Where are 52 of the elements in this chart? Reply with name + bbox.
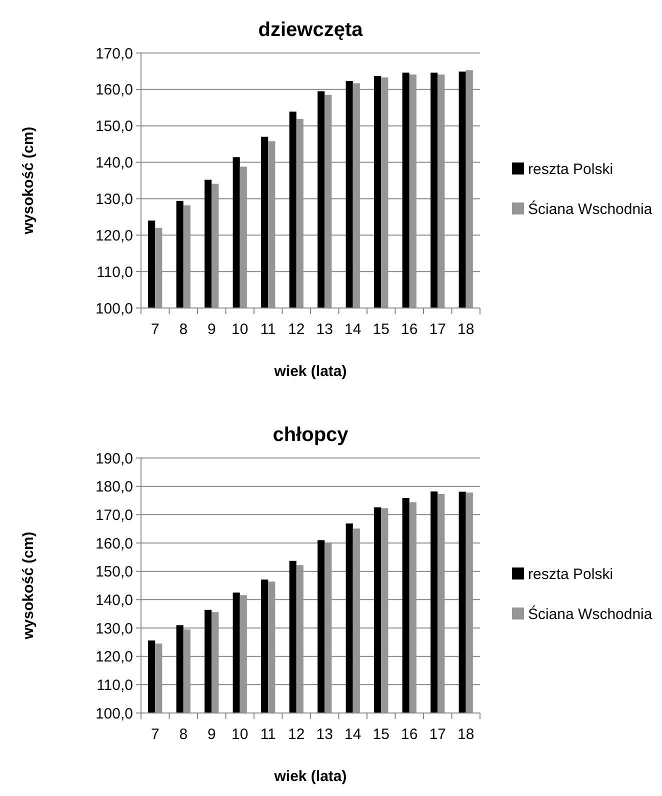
x-tick-label: 17	[429, 321, 446, 338]
x-tick-label: 15	[372, 321, 390, 338]
x-tick-label: 14	[344, 726, 362, 743]
y-tick-label: 160,0	[95, 82, 133, 99]
x-tick-label: 15	[372, 726, 390, 743]
x-tick-label: 18	[458, 321, 474, 338]
y-tick-label: 190,0	[95, 450, 133, 468]
y-tick-label: 120,0	[95, 648, 133, 666]
legend-label: Ściana Wschodnia	[528, 200, 653, 218]
y-tick-label: 180,0	[95, 478, 133, 496]
x-tick-label: 10	[232, 726, 248, 743]
y-tick-label: 100,0	[95, 705, 133, 722]
y-tick-label: 120,0	[95, 227, 133, 244]
y-tick-label: 150,0	[95, 564, 133, 581]
y-tick-label: 140,0	[95, 592, 133, 609]
x-tick-label: 8	[179, 726, 188, 743]
chart-title: chłopcy	[272, 424, 350, 446]
x-tick-label: 11	[260, 726, 276, 743]
legend-label: Ściana Wschodnia	[528, 604, 653, 623]
x-tick-label: 16	[401, 321, 418, 338]
y-tick-label: 150,0	[95, 118, 133, 136]
x-axis-title: wiek (lata)	[273, 768, 347, 785]
x-tick-label: 9	[207, 726, 216, 743]
chart-title: dziewczęta	[258, 19, 364, 41]
y-tick-label: 130,0	[95, 620, 133, 638]
x-axis-title: wiek (lata)	[273, 363, 347, 380]
y-axis-title: wysokość (cm)	[20, 126, 37, 236]
x-tick-label: 18	[458, 726, 474, 743]
x-tick-label: 17	[429, 726, 446, 743]
x-tick-label: 12	[288, 321, 305, 338]
legend-label: reszta Polski	[528, 566, 614, 583]
x-tick-label: 16	[401, 726, 418, 743]
y-tick-label: 170,0	[95, 506, 133, 524]
x-tick-label: 9	[207, 321, 216, 338]
x-tick-label: 12	[288, 726, 305, 743]
x-tick-label: 14	[344, 321, 362, 338]
y-tick-label: 170,0	[95, 45, 133, 62]
x-tick-label: 11	[260, 321, 276, 338]
legend-label: reszta Polski	[528, 160, 614, 178]
y-tick-label: 110,0	[96, 264, 133, 281]
y-tick-label: 160,0	[95, 535, 133, 552]
x-tick-label: 13	[316, 321, 333, 338]
x-tick-label: 7	[150, 726, 160, 743]
y-tick-label: 100,0	[95, 300, 133, 318]
x-tick-label: 13	[316, 726, 333, 743]
y-tick-label: 110,0	[96, 676, 133, 694]
x-tick-label: 8	[179, 321, 188, 338]
y-tick-label: 140,0	[95, 154, 133, 172]
y-axis-title: wysokość (cm)	[20, 532, 37, 640]
x-tick-label: 10	[232, 321, 248, 338]
y-tick-label: 130,0	[95, 190, 133, 208]
x-tick-label: 7	[150, 321, 160, 338]
